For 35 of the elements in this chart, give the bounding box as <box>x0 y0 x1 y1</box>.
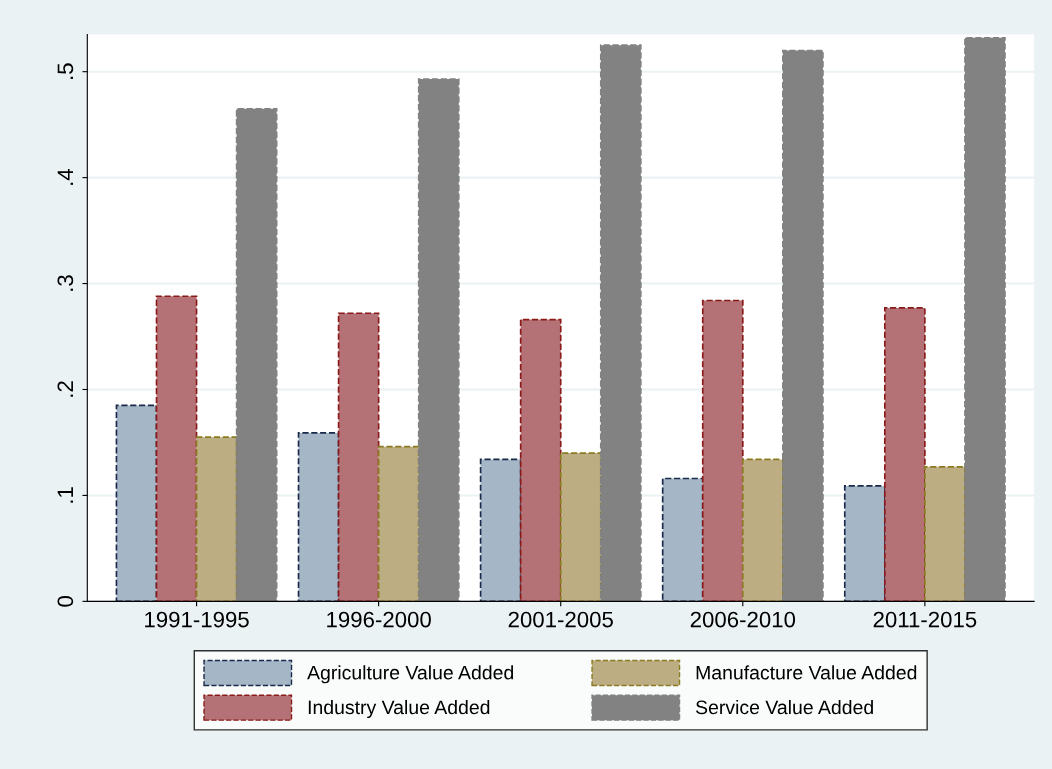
y-tick-label: .4 <box>57 169 73 185</box>
bar <box>297 432 340 602</box>
y-tick-label: 0 <box>57 596 74 607</box>
bar <box>782 49 824 602</box>
bar <box>155 295 198 602</box>
x-tick-label: 2001-2005 <box>508 611 613 628</box>
bar <box>195 436 238 602</box>
bar <box>377 445 420 602</box>
bar <box>235 107 278 602</box>
x-tick-label: 1996-2000 <box>327 611 431 628</box>
bar <box>337 312 380 602</box>
bar <box>479 458 522 602</box>
bar <box>519 318 562 602</box>
bar <box>924 465 966 602</box>
y-tick-label: .5 <box>57 63 74 79</box>
bar <box>701 299 744 602</box>
y-tick-label: .2 <box>57 381 73 397</box>
bar <box>599 44 642 602</box>
bar <box>661 477 704 602</box>
x-tick-label: 2006-2010 <box>690 611 796 628</box>
y-tick-label: .1 <box>57 487 73 503</box>
x-tick-label: 1991-1995 <box>145 611 249 628</box>
bar <box>115 404 158 602</box>
legend-label: Manufacture Value Added <box>696 665 917 680</box>
bar <box>843 485 886 602</box>
legend-label: Agriculture Value Added <box>307 665 514 684</box>
y-tick-label: .3 <box>57 275 74 291</box>
bar <box>964 36 1006 602</box>
x-tick-label: 2011-2015 <box>873 611 977 628</box>
bar <box>883 307 926 602</box>
bar <box>417 78 460 602</box>
legend-label: Industry Value Added <box>308 699 490 719</box>
bar <box>741 458 784 602</box>
legend-label: Service Value Added <box>695 699 873 715</box>
bar <box>559 452 602 602</box>
